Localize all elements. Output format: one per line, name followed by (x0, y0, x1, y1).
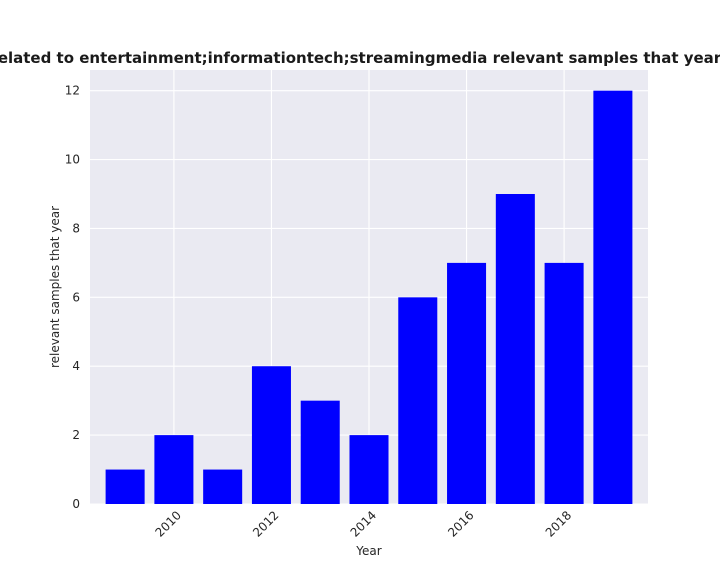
x-tick-labels: 2010 2012 2014 2016 2018 (153, 508, 575, 539)
bar-2013 (300, 400, 340, 504)
x-tick-label: 2014 (348, 508, 379, 539)
bars (105, 90, 633, 505)
x-tick-label: 2010 (153, 508, 184, 539)
chart-title: are related to entertainment;information… (0, 49, 720, 67)
y-tick-label: 6 (72, 290, 80, 304)
bar-2018 (544, 262, 584, 504)
bar-2010 (154, 435, 194, 504)
bar-2012 (251, 366, 291, 504)
bar-2017 (495, 194, 535, 504)
x-axis-label: Year (355, 544, 381, 558)
bar-2016 (447, 262, 487, 504)
y-tick-label: 4 (72, 359, 80, 373)
bar-2009 (105, 469, 145, 504)
y-tick-label: 8 (72, 221, 80, 235)
y-tick-labels: 0 2 4 6 8 10 12 (65, 84, 80, 511)
x-tick-label: 2012 (250, 508, 281, 539)
y-tick-label: 0 (72, 497, 80, 511)
bar-2014 (349, 435, 389, 504)
x-tick-label: 2018 (543, 508, 574, 539)
bar-2011 (203, 469, 243, 504)
y-tick-label: 10 (65, 153, 80, 167)
x-tick-label: 2016 (445, 508, 476, 539)
y-tick-label: 2 (72, 428, 80, 442)
bar-2019 (593, 90, 633, 505)
y-tick-label: 12 (65, 84, 80, 98)
bar-2015 (398, 297, 438, 504)
y-axis-label: relevant samples that year (48, 206, 62, 368)
